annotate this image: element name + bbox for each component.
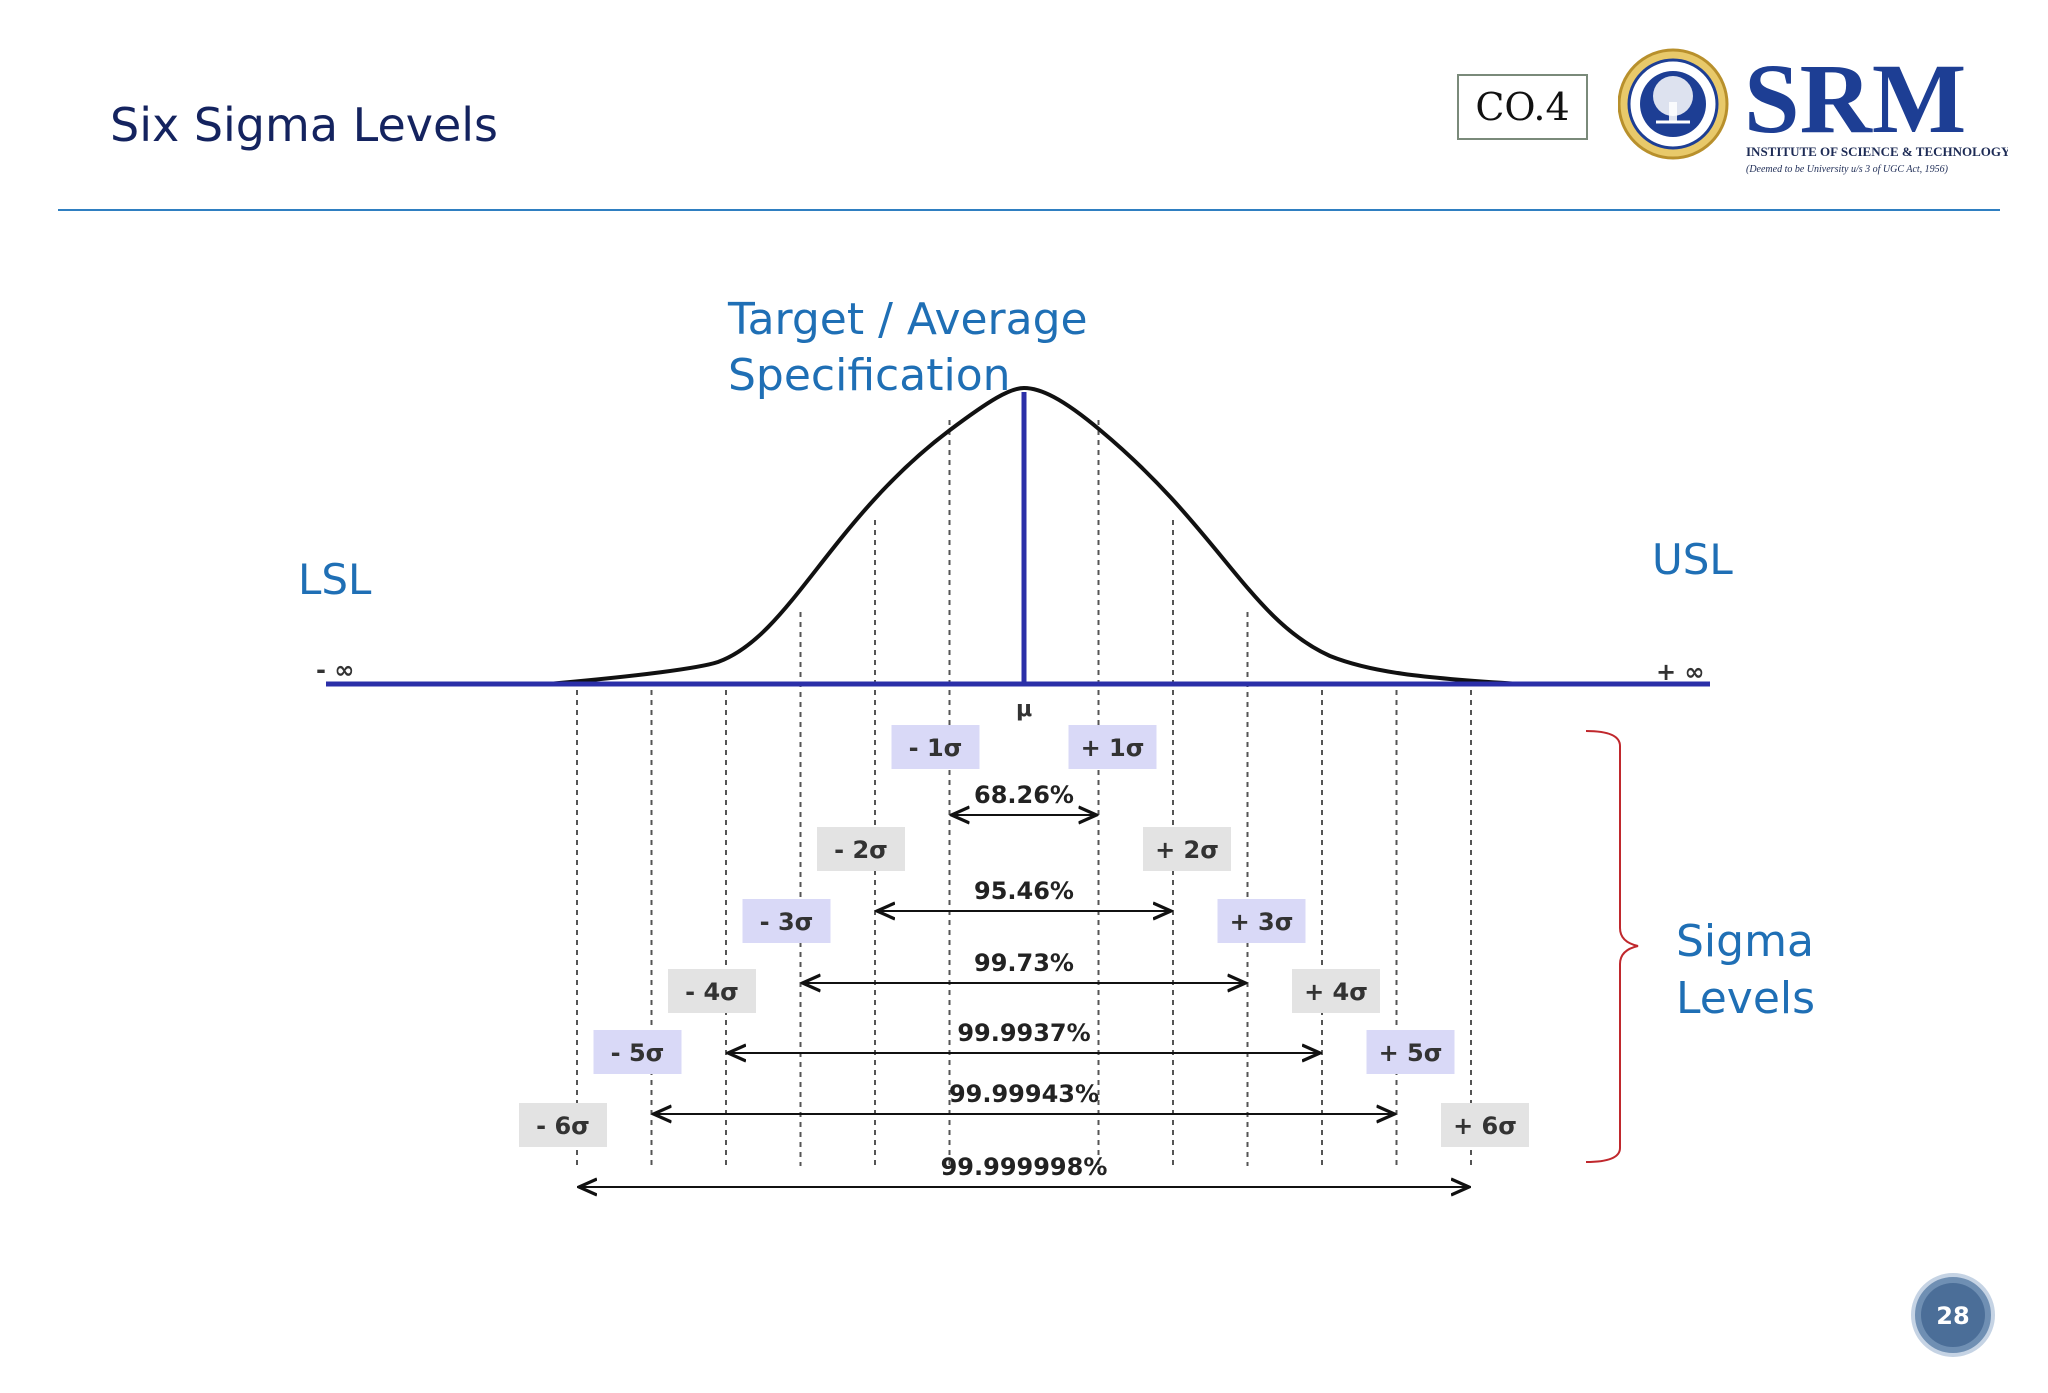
coverage-percentage: 99.9937% — [957, 1019, 1090, 1047]
positive-sigma-label: + 5σ — [1379, 1039, 1443, 1067]
negative-sigma-label: - 1σ — [909, 734, 963, 762]
positive-sigma-label: + 6σ — [1453, 1112, 1517, 1140]
srm-logo: SRM INSTITUTE OF SCIENCE & TECHNOLOGY (D… — [1618, 43, 2008, 175]
negative-sigma-tag: - 1σ — [891, 725, 980, 769]
negative-sigma-label: - 3σ — [760, 908, 814, 936]
normal-distribution-curve — [547, 385, 1521, 686]
positive-sigma-tag: + 2σ — [1143, 827, 1231, 871]
negative-sigma-tag: - 4σ — [668, 969, 756, 1013]
srm-deemed-line: (Deemed to be University u/s 3 of UGC Ac… — [1746, 164, 1949, 175]
coverage-percentage: 99.999998% — [941, 1153, 1108, 1181]
positive-sigma-label: + 3σ — [1230, 908, 1294, 936]
lsl-label: LSL — [298, 555, 372, 604]
coverage-percentage: 99.99943% — [949, 1080, 1099, 1108]
negative-sigma-label: - 4σ — [685, 978, 739, 1006]
negative-sigma-label: - 5σ — [611, 1039, 665, 1067]
positive-sigma-label: + 1σ — [1081, 734, 1145, 762]
course-outcome-badge: CO.4 — [1457, 74, 1588, 140]
positive-sigma-tag: + 5σ — [1366, 1030, 1455, 1074]
positive-sigma-tag: + 4σ — [1292, 969, 1380, 1013]
coverage-percentage: 95.46% — [974, 877, 1074, 905]
target-label-line2: Specification — [728, 350, 1011, 401]
negative-sigma-tag: - 5σ — [593, 1030, 682, 1074]
negative-sigma-label: - 6σ — [536, 1112, 590, 1140]
negative-sigma-tag: - 2σ — [817, 827, 905, 871]
positive-sigma-tag: + 1σ — [1068, 725, 1157, 769]
positive-infinity-label: + ∞ — [1656, 658, 1704, 686]
negative-sigma-tag: - 6σ — [519, 1103, 607, 1147]
negative-infinity-label: - ∞ — [316, 656, 354, 684]
page-number: 28 — [1936, 1302, 1969, 1330]
target-label-line1: Target / Average — [727, 294, 1088, 345]
coverage-percentage: 99.73% — [974, 949, 1074, 977]
usl-label: USL — [1652, 535, 1733, 584]
negative-sigma-label: - 2σ — [834, 836, 888, 864]
positive-sigma-label: + 2σ — [1155, 836, 1219, 864]
positive-sigma-label: + 4σ — [1304, 978, 1368, 1006]
positive-sigma-tag: + 6σ — [1441, 1103, 1529, 1147]
page-number-badge: 28 — [1911, 1273, 1995, 1357]
slide-title: Six Sigma Levels — [110, 98, 499, 152]
sigma-levels-label-line1: Sigma — [1676, 916, 1814, 967]
sigma-levels-brace — [1585, 730, 1639, 1163]
university-seal-icon — [1618, 48, 1729, 160]
title-divider — [58, 209, 2000, 211]
positive-sigma-tag: + 3σ — [1217, 899, 1306, 943]
sigma-levels-label-line2: Levels — [1676, 973, 1815, 1024]
mu-label: μ — [1016, 697, 1032, 722]
coverage-percentage: 68.26% — [974, 781, 1074, 809]
srm-institute-line: INSTITUTE OF SCIENCE & TECHNOLOGY — [1746, 144, 2008, 159]
negative-sigma-tag: - 3σ — [742, 899, 831, 943]
srm-wordmark: SRM — [1744, 43, 1966, 154]
